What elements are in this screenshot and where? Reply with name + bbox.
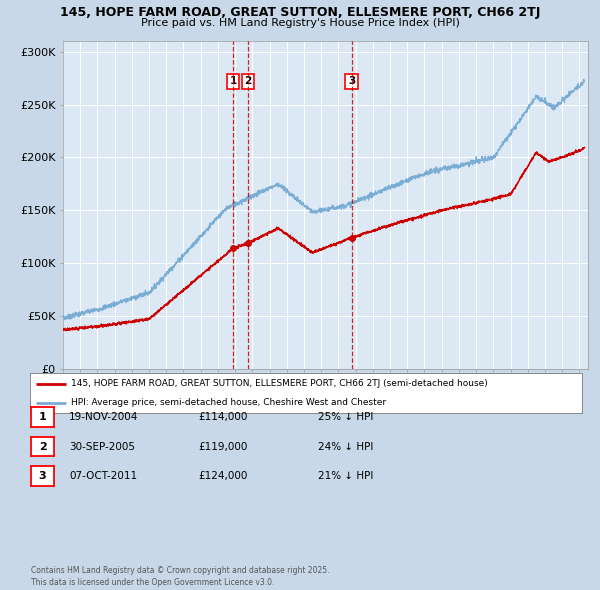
Text: 24% ↓ HPI: 24% ↓ HPI xyxy=(318,442,373,451)
Text: 30-SEP-2005: 30-SEP-2005 xyxy=(69,442,135,451)
Text: £114,000: £114,000 xyxy=(198,412,247,422)
Text: Price paid vs. HM Land Registry's House Price Index (HPI): Price paid vs. HM Land Registry's House … xyxy=(140,18,460,28)
Text: 2: 2 xyxy=(39,442,46,451)
Text: 3: 3 xyxy=(348,77,355,87)
Text: 19-NOV-2004: 19-NOV-2004 xyxy=(69,412,139,422)
Text: 3: 3 xyxy=(39,471,46,481)
Text: 1: 1 xyxy=(39,412,46,422)
Text: 07-OCT-2011: 07-OCT-2011 xyxy=(69,471,137,481)
Text: 2: 2 xyxy=(244,77,251,87)
Text: £119,000: £119,000 xyxy=(198,442,247,451)
Text: 145, HOPE FARM ROAD, GREAT SUTTON, ELLESMERE PORT, CH66 2TJ: 145, HOPE FARM ROAD, GREAT SUTTON, ELLES… xyxy=(60,6,540,19)
Text: HPI: Average price, semi-detached house, Cheshire West and Chester: HPI: Average price, semi-detached house,… xyxy=(71,398,386,408)
Text: £124,000: £124,000 xyxy=(198,471,247,481)
Text: 21% ↓ HPI: 21% ↓ HPI xyxy=(318,471,373,481)
Text: Contains HM Land Registry data © Crown copyright and database right 2025.
This d: Contains HM Land Registry data © Crown c… xyxy=(31,566,330,587)
Text: 145, HOPE FARM ROAD, GREAT SUTTON, ELLESMERE PORT, CH66 2TJ (semi-detached house: 145, HOPE FARM ROAD, GREAT SUTTON, ELLES… xyxy=(71,379,488,388)
Text: 1: 1 xyxy=(229,77,236,87)
Text: 25% ↓ HPI: 25% ↓ HPI xyxy=(318,412,373,422)
